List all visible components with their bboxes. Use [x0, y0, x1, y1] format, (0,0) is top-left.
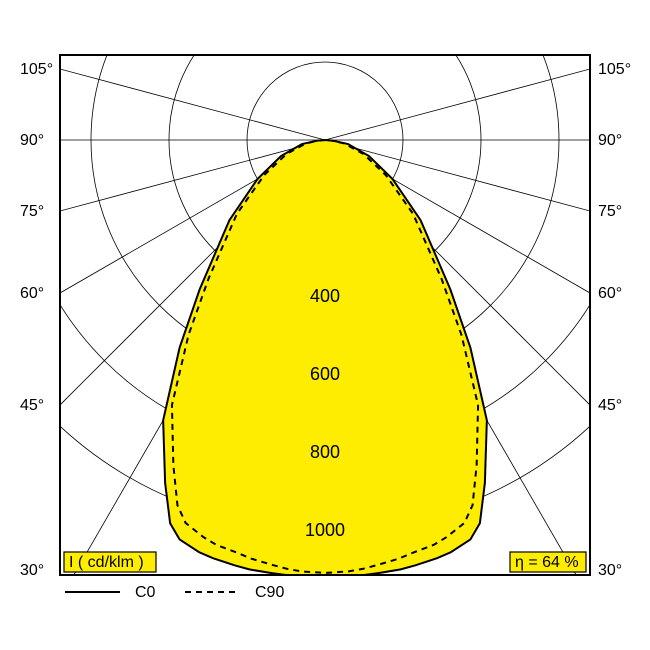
radius-label: 400 [310, 286, 340, 306]
angle-label-left: 45° [20, 397, 44, 414]
legend-label: C0 [135, 584, 156, 601]
legend-label: C90 [255, 584, 284, 601]
radius-label: 800 [310, 442, 340, 462]
angle-label-right: 105° [598, 61, 631, 78]
angle-label-right: 30° [598, 562, 622, 579]
radius-label: 1000 [305, 520, 345, 540]
efficiency-label: η = 64 % [515, 554, 579, 571]
angle-label-right: 75° [598, 203, 622, 220]
axis-label: I ( cd/klm ) [69, 554, 144, 571]
angle-label-left: 30° [20, 562, 44, 579]
angle-label-right: 45° [598, 397, 622, 414]
angle-label-left: 90° [20, 132, 44, 149]
angle-label-left: 75° [20, 203, 44, 220]
angle-label-right: 90° [598, 132, 622, 149]
angle-label-left: 105° [20, 61, 53, 78]
angle-label-left: 60° [20, 285, 44, 302]
radius-label: 600 [310, 364, 340, 384]
polar-chart: 400 600 800 1000 105° 105° 90° 90° 75° 75° 60° 60° 4… [0, 0, 650, 650]
angle-label-right: 60° [598, 285, 622, 302]
